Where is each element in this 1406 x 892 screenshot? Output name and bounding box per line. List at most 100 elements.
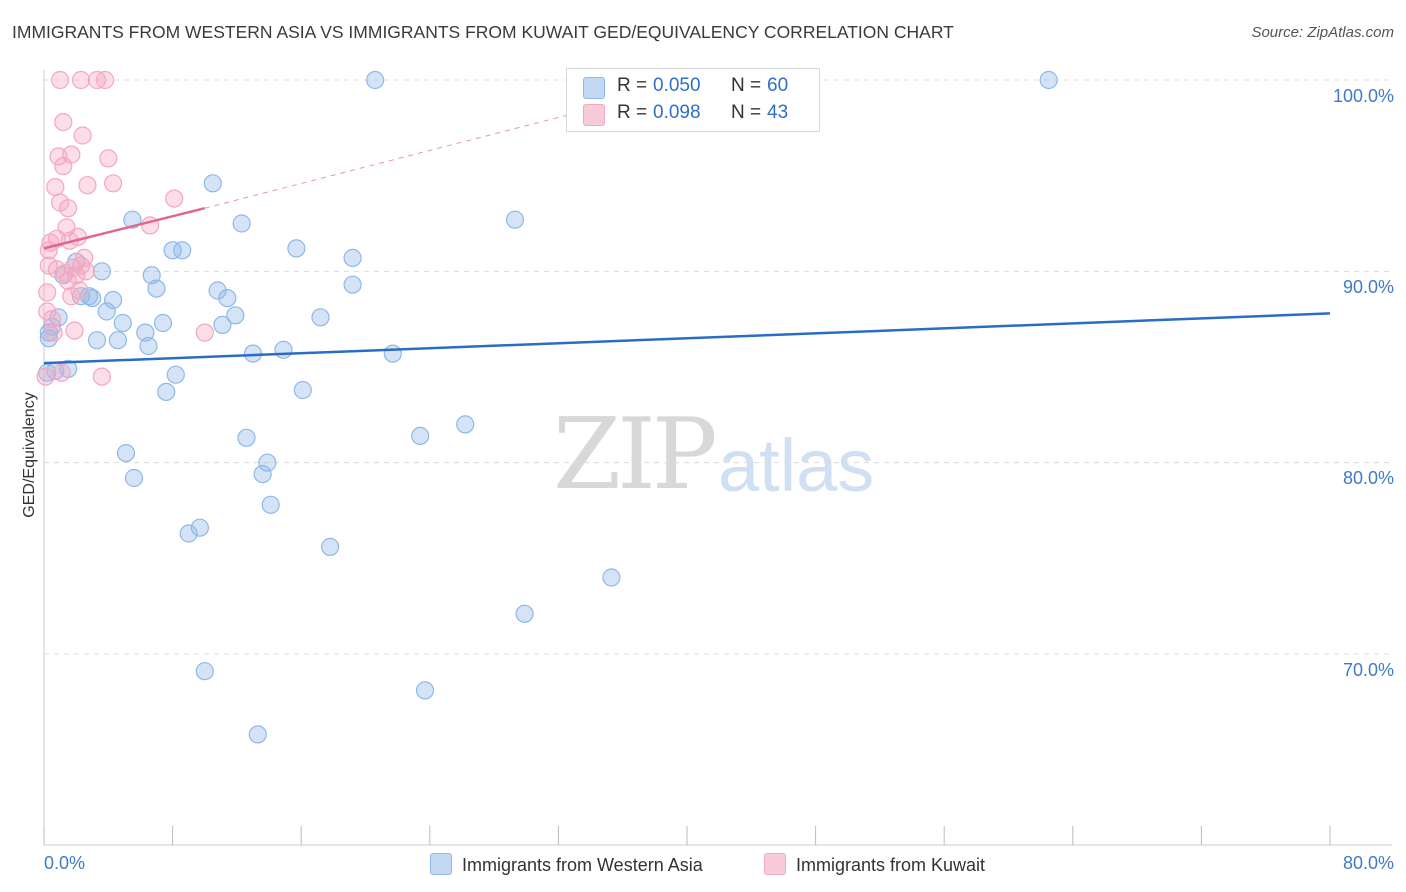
kuwait-point bbox=[44, 323, 63, 342]
western-asia-point bbox=[232, 214, 251, 233]
stats-legend: R = 0.050 N = 60 R = 0.098 N = 43 bbox=[566, 68, 820, 132]
kuwait-point bbox=[54, 112, 73, 132]
kuwait-point bbox=[78, 176, 97, 195]
western-asia-point bbox=[190, 518, 209, 537]
western-asia-point bbox=[136, 323, 155, 342]
western-asia-point bbox=[213, 315, 232, 334]
kuwait-point bbox=[73, 126, 92, 145]
source-credit: Source: ZipAtlas.com bbox=[1251, 24, 1394, 41]
western-asia-point bbox=[92, 262, 112, 281]
n-label: N = bbox=[731, 102, 762, 123]
western-asia-point bbox=[208, 281, 227, 300]
western-asia-point bbox=[243, 344, 263, 363]
kuwait-point bbox=[75, 248, 94, 267]
western-asia-point bbox=[87, 331, 107, 350]
western-asia-point bbox=[166, 365, 185, 384]
x-tick-label-80: 80.0% bbox=[1342, 853, 1394, 873]
watermark-atlas: atlas bbox=[718, 424, 875, 507]
western-asia-point bbox=[274, 340, 293, 359]
legend-item-kuwait[interactable]: Immigrants from Kuwait bbox=[764, 853, 985, 876]
kuwait-trend-line bbox=[43, 206, 206, 250]
x-tick-label-0: 0.0% bbox=[44, 853, 86, 873]
y-tick-label-70: 70.0% bbox=[1342, 660, 1394, 680]
western-asia-point bbox=[1039, 70, 1058, 90]
kuwait-point bbox=[46, 178, 65, 197]
y-tick-label-90: 90.0% bbox=[1342, 277, 1394, 297]
western-asia-point bbox=[293, 380, 312, 400]
kuwait-point bbox=[92, 367, 112, 386]
western-asia-point bbox=[139, 336, 158, 356]
kuwait-point bbox=[165, 189, 184, 208]
western-asia-point bbox=[253, 465, 272, 484]
kuwait-r-value: 0.098 bbox=[653, 102, 701, 123]
western-asia-point bbox=[39, 329, 58, 348]
kuwait-point bbox=[36, 367, 55, 386]
kuwait-point bbox=[195, 323, 214, 342]
western-asia-point bbox=[124, 468, 144, 488]
western-asia-r-value: 0.050 bbox=[653, 75, 701, 96]
western-asia-point bbox=[157, 382, 176, 401]
legend-swatch-kuwait bbox=[764, 853, 786, 875]
kuwait-point bbox=[65, 321, 84, 340]
western-asia-point bbox=[39, 323, 58, 342]
western-asia-point bbox=[515, 604, 534, 623]
kuwait-n-value: 43 bbox=[767, 102, 789, 123]
western-asia-point bbox=[195, 662, 214, 681]
western-asia-point bbox=[383, 344, 402, 363]
legend-label-western-asia: Immigrants from Western Asia bbox=[462, 855, 703, 875]
western-asia-point bbox=[153, 313, 173, 333]
western-asia-point bbox=[602, 568, 621, 587]
kuwait-point bbox=[52, 363, 71, 382]
western-asia-swatch bbox=[583, 77, 605, 99]
western-asia-trend-line bbox=[43, 312, 1331, 365]
western-asia-point bbox=[415, 681, 435, 700]
western-asia-point bbox=[248, 725, 267, 744]
western-asia-point bbox=[321, 537, 340, 557]
western-asia-point bbox=[258, 453, 277, 472]
kuwait-point bbox=[70, 281, 89, 300]
western-asia-point bbox=[116, 444, 136, 463]
chart-title: IMMIGRANTS FROM WESTERN ASIA VS IMMIGRAN… bbox=[12, 22, 954, 42]
western-asia-point bbox=[226, 306, 245, 325]
r-label: R = bbox=[617, 75, 648, 96]
r-label: R = bbox=[617, 102, 648, 123]
western-asia-point bbox=[173, 241, 192, 260]
legend-swatch-western-asia bbox=[430, 853, 452, 875]
western-asia-point bbox=[366, 70, 385, 90]
kuwait-point bbox=[76, 262, 95, 281]
kuwait-point bbox=[67, 266, 86, 285]
western-asia-point bbox=[97, 302, 116, 321]
western-asia-point bbox=[343, 275, 362, 294]
western-asia-point bbox=[287, 239, 306, 258]
western-asia-point bbox=[108, 331, 128, 350]
western-asia-point bbox=[311, 308, 330, 327]
kuwait-point bbox=[68, 227, 87, 246]
kuwait-point bbox=[58, 199, 78, 218]
kuwait-point bbox=[50, 70, 70, 90]
kuwait-point bbox=[95, 70, 115, 90]
western-asia-point bbox=[505, 210, 525, 229]
western-asia-point bbox=[218, 289, 237, 308]
western-asia-n-value: 60 bbox=[767, 75, 789, 96]
western-asia-point bbox=[79, 287, 99, 306]
kuwait-point bbox=[103, 174, 123, 193]
y-tick-label-100: 100.0% bbox=[1332, 86, 1394, 106]
legend-item-western-asia[interactable]: Immigrants from Western Asia bbox=[430, 853, 703, 876]
western-asia-point bbox=[147, 279, 166, 298]
western-asia-point bbox=[203, 174, 222, 193]
watermark-zip: ZIP bbox=[553, 398, 718, 512]
y-axis-label: GED/Equivalency bbox=[21, 392, 38, 518]
western-asia-point bbox=[411, 426, 430, 445]
kuwait-point bbox=[38, 283, 57, 302]
western-asia-point bbox=[456, 415, 475, 434]
kuwait-point bbox=[42, 310, 62, 329]
western-asia-point bbox=[237, 428, 256, 447]
western-asia-point bbox=[103, 290, 123, 310]
western-asia-point bbox=[343, 248, 362, 267]
kuwait-point bbox=[71, 70, 91, 90]
y-tick-label-80: 80.0% bbox=[1342, 468, 1394, 488]
n-label: N = bbox=[731, 75, 762, 96]
western-asia-point bbox=[179, 524, 198, 543]
kuwait-swatch bbox=[583, 104, 605, 126]
